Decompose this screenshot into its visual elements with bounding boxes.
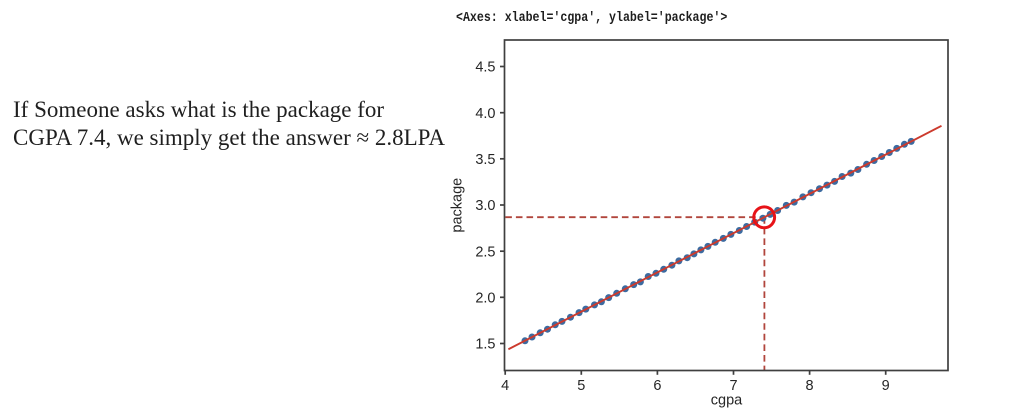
svg-text:7: 7: [729, 378, 737, 394]
svg-text:4.5: 4.5: [475, 60, 495, 76]
svg-text:2.5: 2.5: [475, 244, 495, 260]
svg-text:3.5: 3.5: [475, 152, 495, 168]
svg-text:5: 5: [577, 378, 585, 394]
svg-text:4: 4: [501, 378, 509, 394]
svg-text:9: 9: [882, 378, 890, 394]
svg-text:8: 8: [806, 378, 814, 394]
svg-text:6: 6: [653, 378, 661, 394]
svg-text:4.0: 4.0: [475, 106, 495, 122]
svg-text:package: package: [450, 178, 466, 233]
svg-text:2.0: 2.0: [475, 291, 495, 307]
svg-text:cgpa: cgpa: [711, 393, 743, 409]
svg-text:1.5: 1.5: [475, 337, 495, 353]
svg-text:3.0: 3.0: [475, 198, 495, 214]
